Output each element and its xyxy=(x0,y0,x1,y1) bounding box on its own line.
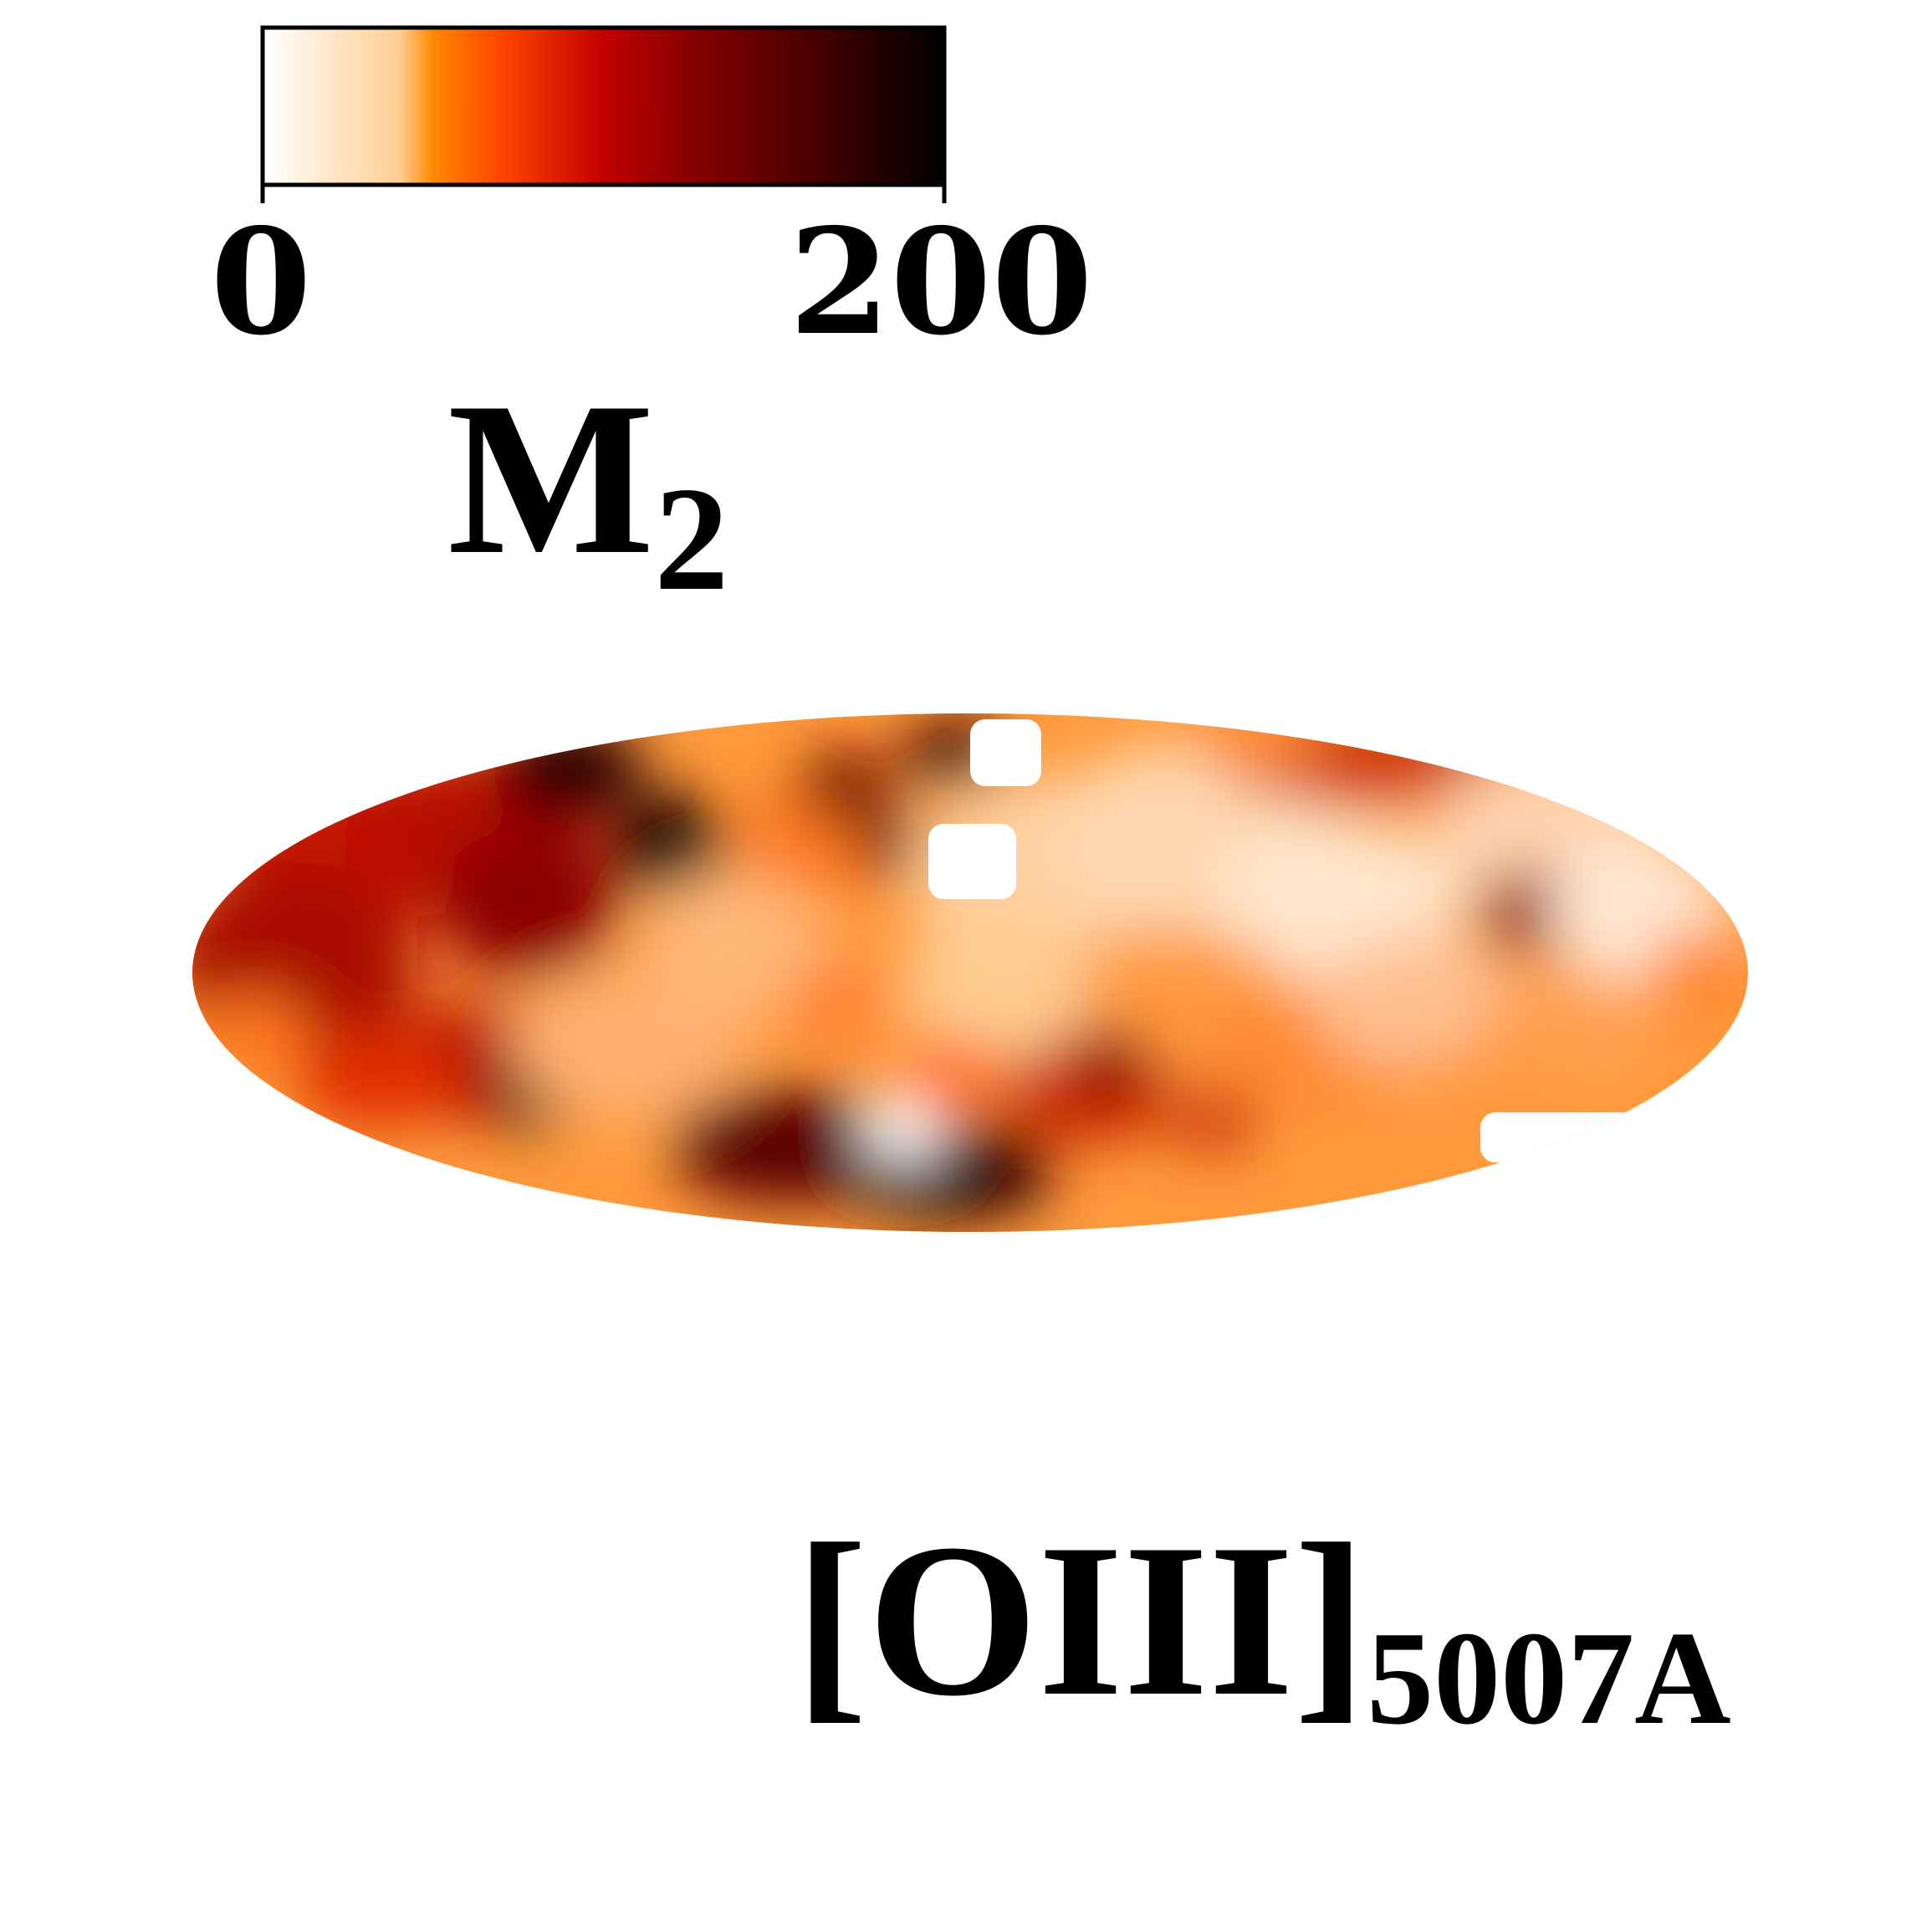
masked-region xyxy=(1480,1112,1748,1163)
map-region xyxy=(611,795,728,895)
colorbar-tick-label-min: 0 xyxy=(210,197,311,368)
line-annotation-sub: 5007A xyxy=(1367,1603,1731,1752)
map-region xyxy=(192,995,309,1079)
colorbar-gradient xyxy=(263,28,944,185)
colorbar-frame xyxy=(260,25,947,187)
colorbar-label-main: M xyxy=(447,357,654,600)
map-region xyxy=(1079,1029,1146,1096)
map-region xyxy=(1648,928,1748,1029)
map-region xyxy=(435,828,619,979)
map-region xyxy=(903,1037,1004,1121)
colorbar-label-sub: 2 xyxy=(654,456,728,621)
map-region xyxy=(786,962,887,1045)
masked-region xyxy=(928,824,1016,899)
map-region xyxy=(1397,1045,1581,1129)
map-region xyxy=(644,870,828,1020)
map-region xyxy=(1313,937,1531,1071)
sky-map xyxy=(192,713,1748,1232)
map-region xyxy=(293,1029,460,1129)
colorbar-label: M2 xyxy=(447,357,728,621)
map-region xyxy=(903,912,1087,1062)
map-region xyxy=(1163,1087,1263,1154)
map-region xyxy=(853,815,920,874)
line-annotation-main: [OIII] xyxy=(795,1499,1367,1741)
map-region xyxy=(1188,713,1321,769)
line-annotation: [OIII]5007A xyxy=(795,1499,1731,1752)
map-region xyxy=(493,719,644,820)
colorbar: 0 200 M2 xyxy=(210,25,1093,621)
masked-region xyxy=(970,719,1041,786)
map-region xyxy=(795,753,895,820)
colorbar-tick-label-max: 200 xyxy=(789,197,1092,368)
